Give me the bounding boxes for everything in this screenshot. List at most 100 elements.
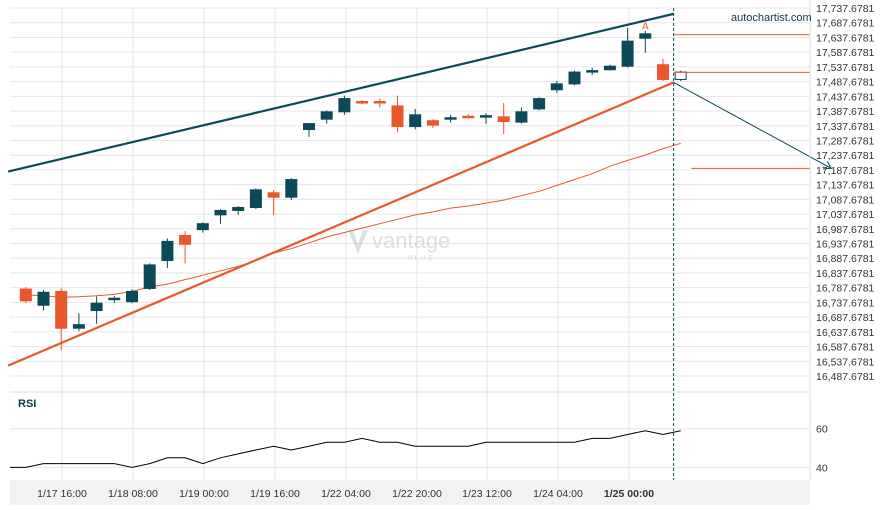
candle-body <box>143 264 156 289</box>
candle <box>480 113 492 124</box>
rsi-tick-label: 40 <box>816 462 828 474</box>
candle <box>497 102 510 134</box>
axes: 17,737.6781 17,687.6781 17,637.6781 17,587.… <box>10 0 875 505</box>
candle-body <box>285 179 298 198</box>
candle-body <box>37 291 50 306</box>
x-tick-label: 1/22 04:00 <box>321 488 371 500</box>
candle-body <box>550 83 563 91</box>
candle <box>161 238 174 268</box>
y-tick-label: 17,537.6781 <box>816 62 875 74</box>
x-tick-label: 1/18 08:00 <box>108 488 158 500</box>
rsi-panel: 60 40 <box>10 391 828 474</box>
candle-body <box>108 297 121 301</box>
candle <box>285 178 298 201</box>
y-tick-label: 17,187.6781 <box>816 165 875 177</box>
x-tick-label: 1/17 16:00 <box>37 488 87 500</box>
y-tick-label: 17,287.6781 <box>816 135 875 147</box>
candle <box>214 208 227 224</box>
y-tick-label: 16,487.6781 <box>816 371 875 383</box>
candle <box>444 114 457 123</box>
candle-body <box>19 288 32 302</box>
y-tick-label: 16,687.6781 <box>816 312 875 324</box>
y-tick-label: 17,237.6781 <box>816 150 875 162</box>
candle-body <box>320 111 333 120</box>
grid <box>10 7 810 480</box>
candle-body <box>657 64 669 80</box>
candle-body <box>90 302 103 312</box>
candle <box>550 80 563 93</box>
candle-body <box>444 117 457 120</box>
candle-body <box>214 209 227 216</box>
x-axis-band <box>10 480 810 505</box>
candle-body <box>161 240 174 262</box>
candle-body <box>533 98 546 110</box>
y-tick-label: 17,087.6781 <box>816 194 875 206</box>
candle-body <box>426 120 439 126</box>
candle <box>586 67 599 76</box>
candle <box>90 296 103 324</box>
x-tick-label: 1/19 00:00 <box>179 488 229 500</box>
x-tick-label: 1/23 12:00 <box>462 488 512 500</box>
pattern-annotations: A <box>7 8 832 480</box>
watermark-subtext: PLUS <box>408 255 434 262</box>
candle <box>373 98 386 108</box>
candle-body <box>179 234 192 245</box>
y-tick-label: 16,737.6781 <box>816 297 875 309</box>
y-tick-label: 16,837.6781 <box>816 268 875 280</box>
candle-body <box>586 70 599 73</box>
vantage-watermark: vantage PLUS <box>346 224 476 264</box>
y-tick-label: 16,587.6781 <box>816 342 875 354</box>
y-tick-label: 16,787.6781 <box>816 283 875 295</box>
x-tick-label: 1/19 16:00 <box>250 488 300 500</box>
candle <box>320 110 333 124</box>
candle-body <box>603 65 616 71</box>
candle <box>603 64 616 71</box>
candle-body <box>126 290 138 303</box>
y-tick-label: 17,337.6781 <box>816 121 875 133</box>
candlesticks <box>19 27 687 351</box>
y-tick-label: 17,587.6781 <box>816 47 875 59</box>
y-tick-label: 16,887.6781 <box>816 253 875 265</box>
candle <box>196 222 209 233</box>
candle-body <box>621 40 634 67</box>
candle-body <box>480 115 492 118</box>
candle <box>72 313 85 332</box>
y-tick-label: 17,137.6781 <box>816 180 875 192</box>
candle-body <box>639 33 652 39</box>
candle <box>55 288 68 351</box>
moving-average <box>25 142 681 298</box>
y-tick-label: 17,387.6781 <box>816 106 875 118</box>
candle <box>232 206 245 215</box>
candle <box>303 123 315 137</box>
candle <box>37 289 50 311</box>
resistance-trendline <box>7 12 674 173</box>
candle <box>19 286 32 304</box>
watermark-text: vantage <box>372 228 450 253</box>
vantage-logo-icon <box>348 230 368 254</box>
y-tick-label: 17,637.6781 <box>816 32 875 44</box>
candle <box>621 27 634 68</box>
moving-average-line <box>25 142 681 298</box>
candle-body <box>303 123 315 130</box>
forecast-arrow <box>673 81 832 169</box>
candle <box>657 58 669 81</box>
candle-body <box>391 105 404 128</box>
candle-body <box>409 114 422 128</box>
candle <box>515 107 528 124</box>
candle <box>179 231 192 264</box>
candle-body <box>462 115 475 119</box>
y-tick-label: 17,737.6781 <box>816 3 875 15</box>
y-tick-label: 16,937.6781 <box>816 239 875 251</box>
candle <box>409 108 422 130</box>
candle <box>338 95 351 115</box>
candle-body <box>196 223 209 231</box>
y-tick-label: 16,537.6781 <box>816 356 875 368</box>
candle <box>267 189 280 215</box>
candle <box>249 188 262 209</box>
rsi-label: RSI <box>18 398 36 410</box>
candle <box>533 97 546 111</box>
y-tick-label: 16,637.6781 <box>816 327 875 339</box>
candle <box>568 70 581 86</box>
candle <box>391 95 404 133</box>
candle-body <box>249 189 262 209</box>
